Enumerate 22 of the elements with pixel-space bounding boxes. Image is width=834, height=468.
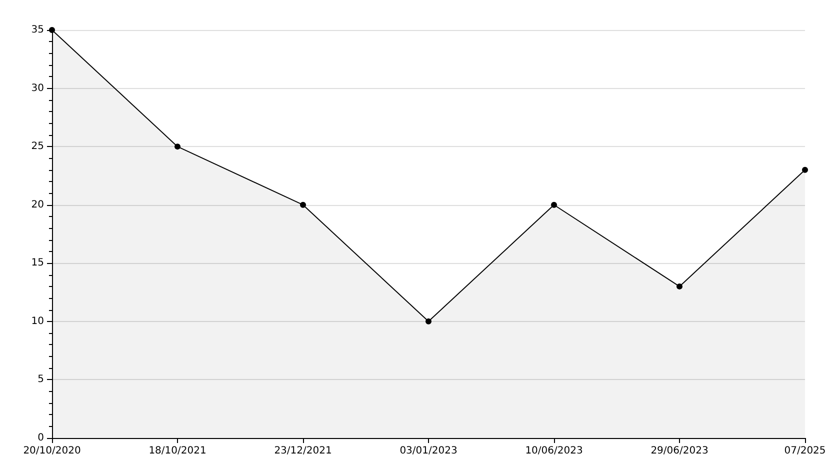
y-tick-label: 20 — [31, 199, 44, 210]
x-tick-label: 03/01/2023 — [400, 446, 458, 456]
y-tick-label: 10 — [31, 316, 44, 327]
point — [676, 283, 682, 290]
point — [49, 27, 55, 33]
x-tick-label: 18/10/2021 — [148, 446, 206, 456]
y-tick-label: 35 — [31, 24, 44, 36]
point — [300, 202, 306, 208]
y-tick-label: 30 — [31, 82, 44, 94]
y-tick-label: 25 — [31, 141, 44, 152]
point — [426, 318, 432, 324]
y-tick-label: 0 — [38, 432, 44, 444]
point — [802, 166, 808, 173]
y-tick-label: 15 — [31, 258, 44, 269]
x-tick-label: 20/10/2020 — [23, 446, 81, 456]
x-tick-label: 07/2025 — [784, 446, 826, 456]
x-tick-label: 23/12/2021 — [274, 446, 332, 456]
y-tick-label: 5 — [38, 374, 44, 386]
x-tick-label: 29/06/2023 — [650, 446, 708, 456]
x-tick-label: 10/06/2023 — [525, 446, 583, 456]
point — [551, 202, 557, 208]
point — [174, 144, 180, 150]
